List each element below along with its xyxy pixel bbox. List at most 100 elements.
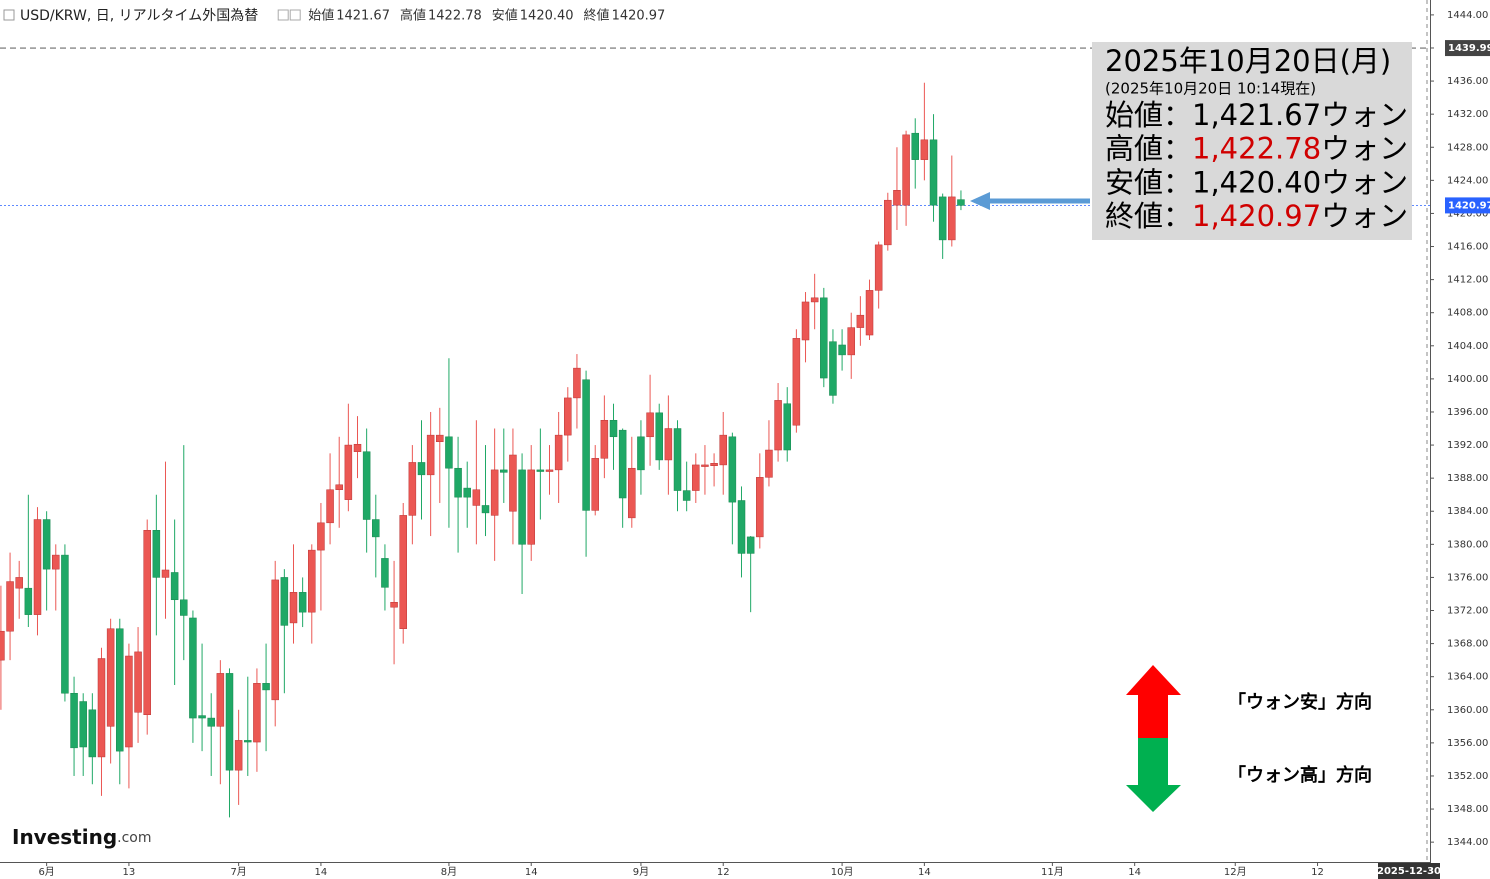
- candle-body: [70, 692, 78, 749]
- logo-brand: Investing: [12, 825, 117, 849]
- y-tick-label: 1420.00: [1447, 208, 1488, 219]
- candle-body: [783, 403, 791, 451]
- price-label: 1420.97: [1448, 200, 1490, 211]
- cursor-date: 2025-12-30: [1377, 866, 1441, 877]
- candle-body: [189, 617, 197, 719]
- header-label: 安値: [492, 8, 518, 24]
- candle-body: [564, 397, 572, 436]
- y-tick-label: 1444.00: [1447, 10, 1488, 21]
- y-tick-label: 1352.00: [1447, 771, 1488, 782]
- candle-body: [500, 469, 508, 473]
- candle-body: [125, 655, 133, 748]
- candle-body: [609, 419, 618, 438]
- annotation: 「ウォン安」方向: [1228, 691, 1372, 713]
- price-label-box: [1445, 40, 1490, 57]
- y-tick-label: 1416.00: [1447, 242, 1488, 253]
- y-tick-label: 1384.00: [1447, 506, 1488, 517]
- info-value: 1,421.67: [1192, 98, 1321, 132]
- candle-body: [573, 367, 581, 399]
- candle-body: [929, 139, 938, 206]
- candle-body: [335, 484, 343, 490]
- candle-body: [728, 436, 737, 503]
- info-unit: ウォン: [1321, 165, 1408, 199]
- info-row: 高値：1,422.78ウォン: [1105, 132, 1408, 166]
- candle-body: [774, 400, 782, 451]
- x-tick-label: 14: [315, 867, 328, 878]
- icon: [3, 9, 15, 21]
- candle-body: [170, 572, 179, 601]
- candle-body: [106, 628, 115, 727]
- y-tick-label: 1372.00: [1447, 606, 1488, 617]
- y-tick-label: 1364.00: [1447, 672, 1488, 683]
- x-tick-label: 14: [918, 867, 931, 878]
- candle-body: [15, 577, 23, 589]
- down-arrow: [1126, 738, 1181, 812]
- x-tick-label: 12月: [1224, 866, 1247, 878]
- candle-body: [161, 569, 170, 578]
- header-label: 終値: [584, 8, 610, 24]
- candle-body: [271, 579, 279, 701]
- candle-body: [298, 592, 307, 613]
- candle-body: [600, 419, 609, 459]
- candle-body: [884, 199, 892, 246]
- y-tick-label: 1376.00: [1447, 572, 1488, 583]
- plot: [0, 47, 1430, 818]
- y-tick-label: 1404.00: [1447, 341, 1488, 352]
- candle-body: [682, 490, 691, 501]
- info-label: 始値：: [1105, 98, 1192, 132]
- candle-body: [308, 549, 316, 613]
- candle-body: [591, 458, 599, 511]
- candle-body: [545, 469, 554, 472]
- candle-body: [0, 630, 5, 661]
- y-tick-label: 1380.00: [1447, 539, 1488, 550]
- candle-body: [847, 327, 855, 356]
- annotation: 「ウォン高」方向: [1228, 764, 1372, 786]
- candle-body: [253, 683, 261, 743]
- candle-body: [33, 519, 42, 615]
- info-value: 1,422.78: [1192, 132, 1321, 166]
- candle-body: [353, 443, 362, 452]
- candle-body: [490, 469, 499, 516]
- header-value: 1420.97: [612, 9, 666, 24]
- x-tick-label: 13: [123, 867, 136, 878]
- candle-body: [88, 709, 97, 758]
- symbol: USD/KRW, 日, リアルタイム外国為替: [20, 8, 258, 24]
- candle-body: [216, 673, 225, 727]
- candle-body: [262, 683, 270, 691]
- header-value: 1422.78: [428, 9, 482, 24]
- y-tick-label: 1408.00: [1447, 308, 1488, 319]
- y-tick-label: 1436.00: [1447, 76, 1488, 87]
- candle-body: [810, 297, 819, 303]
- candle-body: [701, 464, 709, 467]
- candle-body: [207, 717, 215, 727]
- candle-body: [582, 379, 590, 511]
- candle-body: [874, 244, 883, 291]
- x-tick-label: 14: [525, 867, 538, 878]
- candle-body: [116, 628, 124, 752]
- candle-body: [454, 467, 462, 498]
- candle-body: [829, 341, 837, 396]
- y-tick-label: 1396.00: [1447, 407, 1488, 418]
- candle-body: [948, 196, 956, 241]
- y-tick-label: 1428.00: [1447, 142, 1488, 153]
- candle-body: [52, 554, 60, 570]
- header-value: 1421.67: [336, 9, 390, 24]
- candle-body: [628, 467, 636, 519]
- candle-body: [509, 454, 517, 512]
- x-tick-label: 12: [1311, 867, 1324, 878]
- candle-body: [472, 489, 481, 506]
- info-unit: ウォン: [1321, 98, 1408, 132]
- candle-body: [527, 469, 535, 545]
- candle-body: [463, 487, 471, 498]
- candle-body: [801, 301, 810, 341]
- x-tick-label: 7月: [230, 866, 246, 878]
- y-tick-label: 1400.00: [1447, 374, 1488, 385]
- x-tick-label: 12: [717, 867, 730, 878]
- price-label-box: [1445, 197, 1490, 214]
- candle-body: [180, 599, 188, 616]
- candle-body: [518, 469, 526, 545]
- candle-body: [234, 740, 243, 771]
- candle-body: [646, 412, 654, 438]
- info-unit: ウォン: [1321, 132, 1408, 166]
